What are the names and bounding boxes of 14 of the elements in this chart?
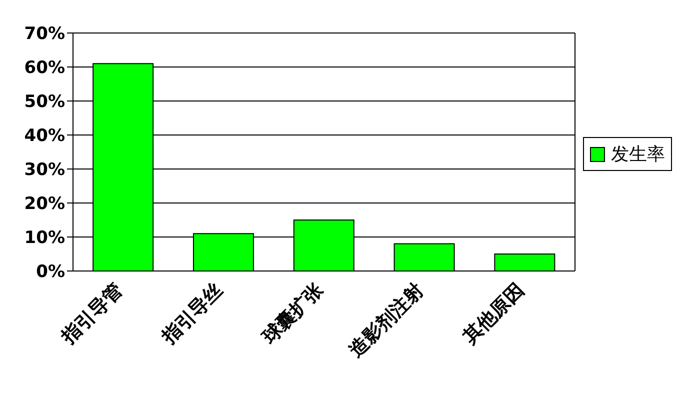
bar	[394, 243, 455, 271]
y-tick-label: 70%	[24, 24, 65, 44]
y-tick-label: 30%	[24, 160, 65, 180]
y-tick-label: 10%	[24, 228, 65, 248]
y-tick-label: 50%	[24, 92, 65, 112]
x-tick-label: 指引导丝	[157, 278, 228, 349]
y-tick-label: 40%	[24, 126, 65, 146]
legend-label: 发生率	[611, 143, 665, 166]
x-tick-label: 球囊扩张	[258, 278, 328, 349]
x-tick-label: 其他原因	[458, 278, 528, 349]
bar	[494, 254, 556, 271]
y-tick-label: 20%	[24, 194, 65, 214]
x-tick-label: 造影剂注射	[345, 278, 428, 362]
y-tick-label: 60%	[24, 58, 65, 78]
